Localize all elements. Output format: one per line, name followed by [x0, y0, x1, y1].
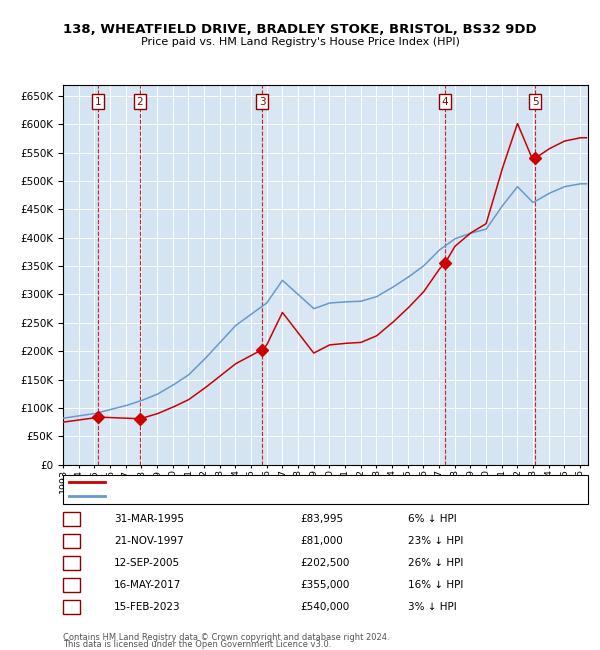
Text: 16-MAY-2017: 16-MAY-2017	[114, 580, 181, 590]
Text: 23% ↓ HPI: 23% ↓ HPI	[408, 536, 463, 546]
Text: £83,995: £83,995	[300, 514, 343, 524]
Text: 3% ↓ HPI: 3% ↓ HPI	[408, 602, 457, 612]
Text: 26% ↓ HPI: 26% ↓ HPI	[408, 558, 463, 568]
Text: 16% ↓ HPI: 16% ↓ HPI	[408, 580, 463, 590]
Text: 4: 4	[68, 580, 75, 590]
Bar	[535, 84, 588, 465]
Text: Contains HM Land Registry data © Crown copyright and database right 2024.: Contains HM Land Registry data © Crown c…	[63, 632, 389, 642]
Text: This data is licensed under the Open Government Licence v3.0.: This data is licensed under the Open Gov…	[63, 640, 331, 649]
Text: £81,000: £81,000	[300, 536, 343, 546]
Text: 6% ↓ HPI: 6% ↓ HPI	[408, 514, 457, 524]
Text: 5: 5	[68, 602, 75, 612]
Text: 138, WHEATFIELD DRIVE, BRADLEY STOKE, BRISTOL, BS32 9DD (detached house): 138, WHEATFIELD DRIVE, BRADLEY STOKE, BR…	[108, 477, 515, 488]
Bar	[262, 84, 445, 465]
Text: 2: 2	[136, 97, 143, 107]
Text: 1: 1	[95, 97, 101, 107]
Text: £355,000: £355,000	[300, 580, 349, 590]
Text: 3: 3	[259, 97, 265, 107]
Text: HPI: Average price, detached house, South Gloucestershire: HPI: Average price, detached house, Sout…	[108, 491, 403, 501]
Text: 12-SEP-2005: 12-SEP-2005	[114, 558, 180, 568]
Text: 3: 3	[68, 558, 75, 568]
Bar	[445, 84, 535, 465]
Text: 1: 1	[68, 514, 75, 524]
Text: £202,500: £202,500	[300, 558, 349, 568]
Text: 5: 5	[532, 97, 538, 107]
Bar	[98, 84, 140, 465]
Text: 31-MAR-1995: 31-MAR-1995	[114, 514, 184, 524]
Text: £540,000: £540,000	[300, 602, 349, 612]
Bar	[63, 84, 98, 465]
Text: 138, WHEATFIELD DRIVE, BRADLEY STOKE, BRISTOL, BS32 9DD: 138, WHEATFIELD DRIVE, BRADLEY STOKE, BR…	[63, 23, 537, 36]
Text: 4: 4	[442, 97, 448, 107]
Text: Price paid vs. HM Land Registry's House Price Index (HPI): Price paid vs. HM Land Registry's House …	[140, 37, 460, 47]
Text: 15-FEB-2023: 15-FEB-2023	[114, 602, 181, 612]
Text: 21-NOV-1997: 21-NOV-1997	[114, 536, 184, 546]
Text: 2: 2	[68, 536, 75, 546]
Bar	[140, 84, 262, 465]
